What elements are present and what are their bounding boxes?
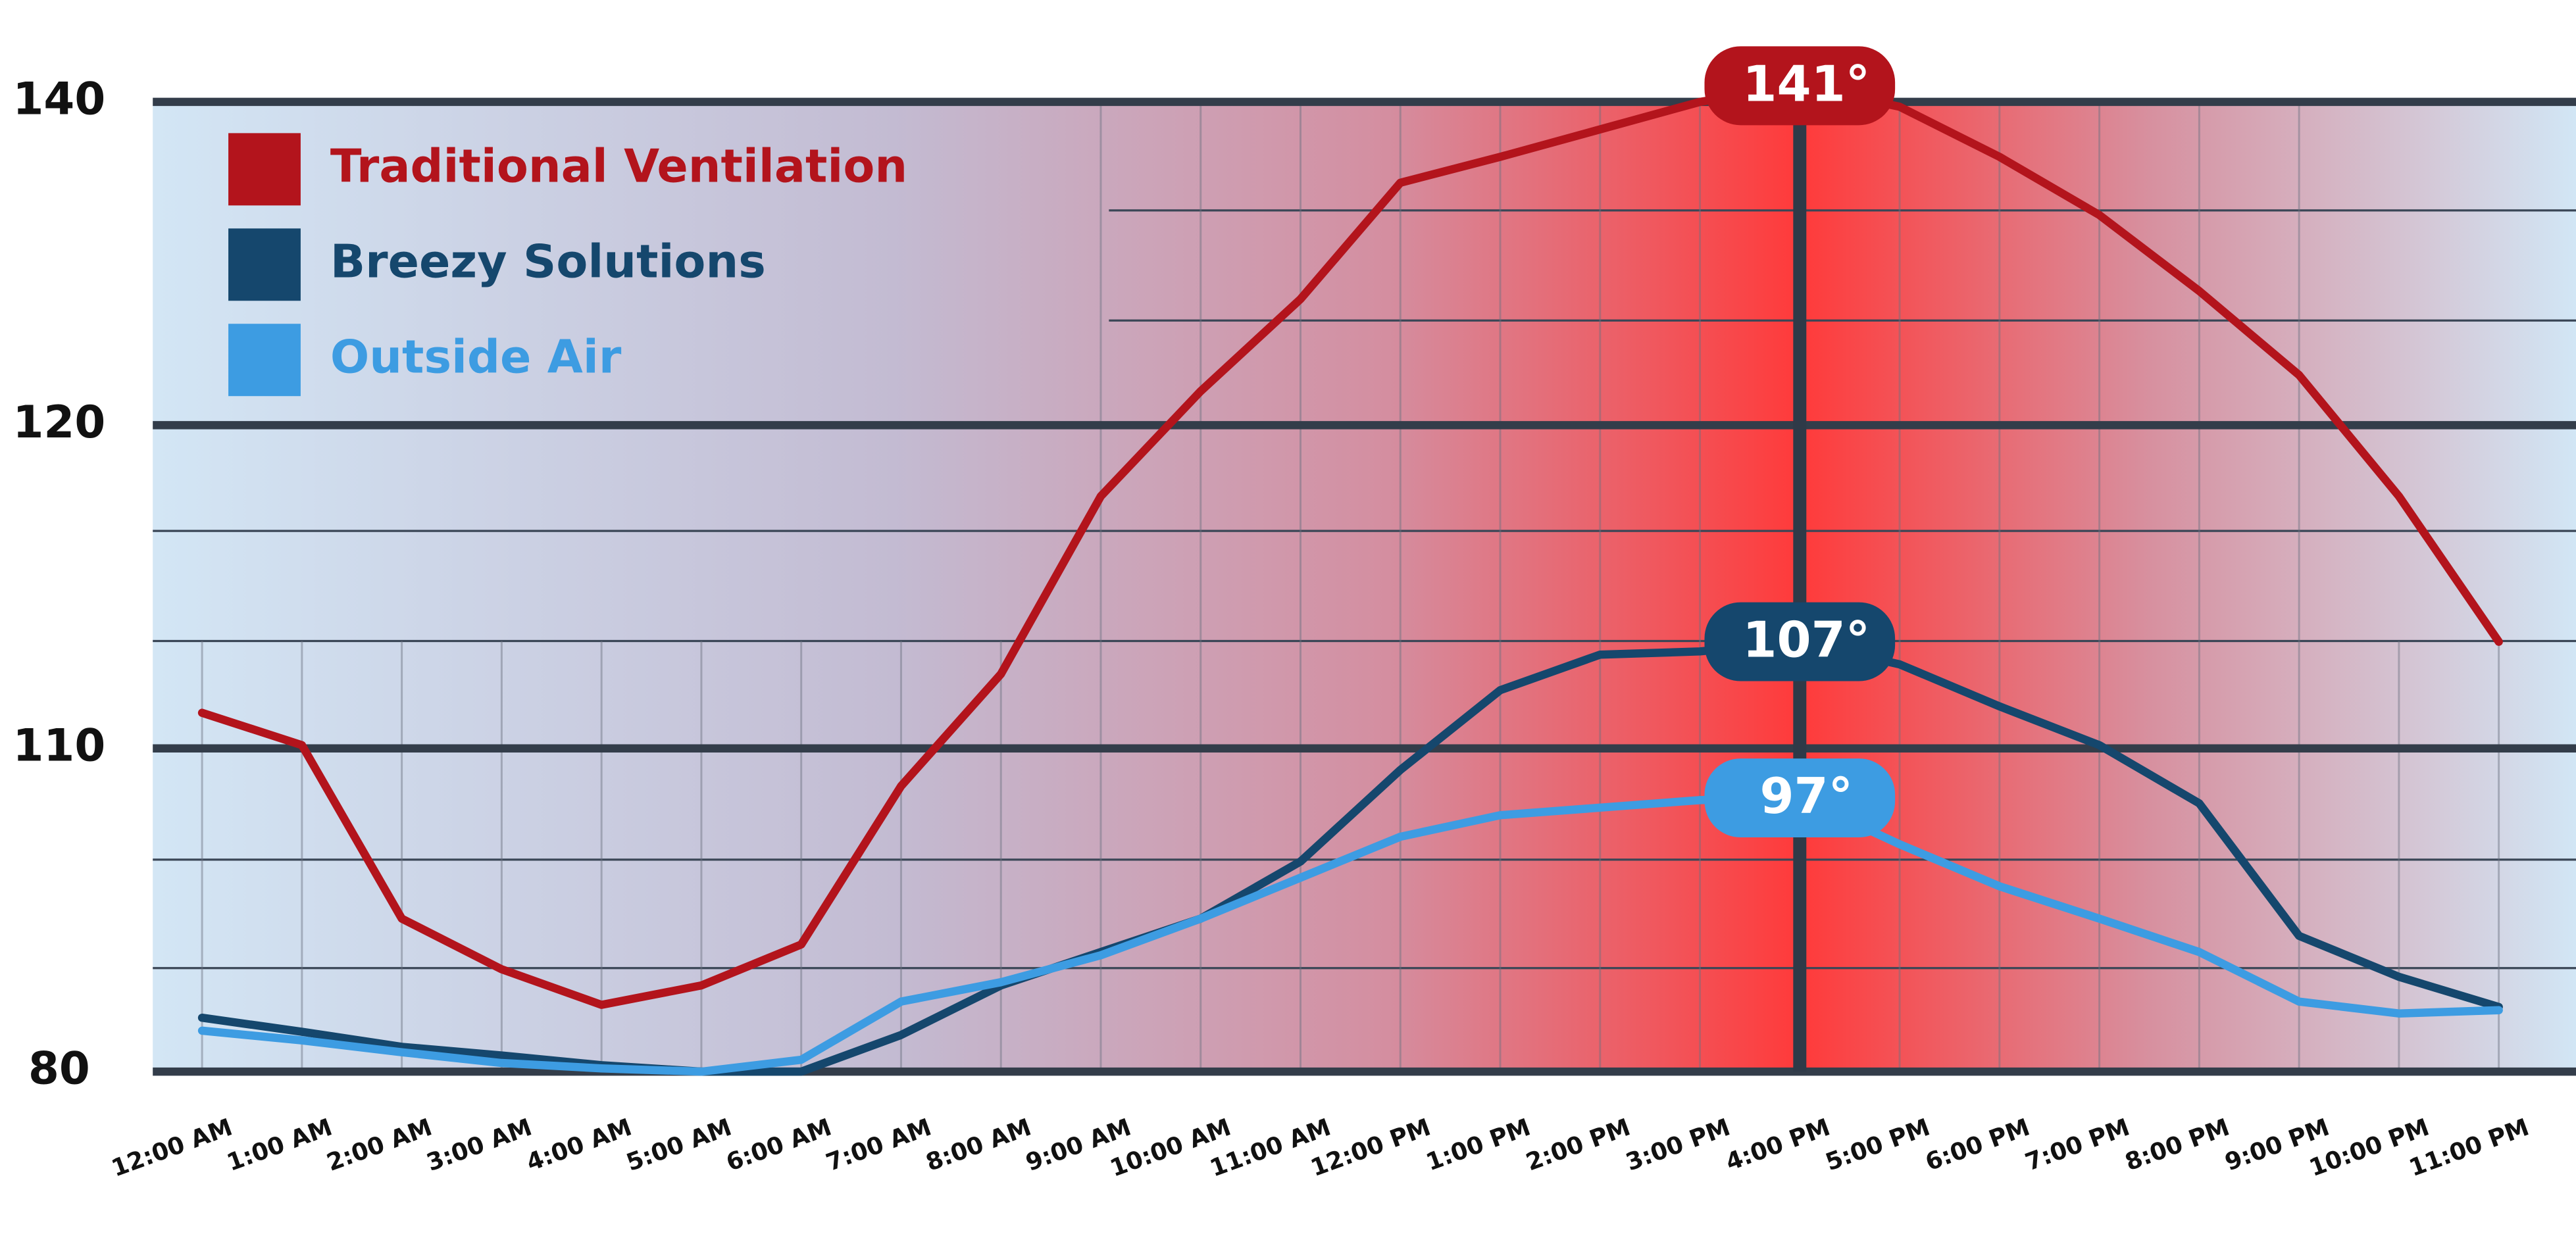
plot-background — [153, 101, 2576, 1072]
value-label-pill — [1704, 758, 1896, 838]
x-tick-label: 1:00 PM — [1423, 1113, 1534, 1177]
x-tick-label: 3:00 PM — [1622, 1113, 1734, 1177]
legend-label: Breezy Solutions — [330, 235, 766, 288]
series-line — [197, 793, 2503, 1076]
x-tick-label: 5:00 AM — [622, 1113, 735, 1177]
x-tick-label: 6:00 AM — [722, 1113, 835, 1177]
legend-swatch — [228, 133, 301, 206]
y-tick-label: 110 — [13, 719, 106, 771]
x-tick-label: 7:00 AM — [822, 1113, 935, 1177]
x-tick-label: 2:00 AM — [323, 1113, 436, 1177]
y-tick-label: 80 — [28, 1043, 90, 1095]
value-label: 107° — [1742, 611, 1870, 669]
vertical-guides — [201, 101, 2500, 1072]
legend-label: Traditional Ventilation — [330, 139, 907, 193]
x-tick-label: 8:00 AM — [922, 1113, 1034, 1177]
x-tick-label: 8:00 PM — [2121, 1113, 2233, 1177]
value-label: 97° — [1759, 767, 1853, 825]
x-tick-label: 6:00 PM — [1921, 1113, 2033, 1177]
x-tick-label: 1:00 AM — [223, 1113, 336, 1177]
value-label-pill — [1704, 46, 1896, 126]
legend-swatch — [228, 228, 301, 301]
y-tick-label: 120 — [13, 396, 106, 448]
value-label: 141° — [1742, 55, 1870, 112]
minor-grid — [153, 209, 2576, 970]
x-tick-label: 5:00 PM — [1822, 1113, 1934, 1177]
x-tick-label: 3:00 AM — [423, 1113, 536, 1177]
x-tick-label: 7:00 PM — [2021, 1113, 2133, 1177]
y-tick-label: 140 — [13, 72, 106, 124]
x-tick-label: 12:00 AM — [108, 1113, 236, 1183]
x-tick-label: 4:00 PM — [1722, 1113, 1834, 1177]
x-tick-label: 4:00 AM — [522, 1113, 635, 1177]
x-tick-label: 2:00 PM — [1522, 1113, 1634, 1177]
legend-label: Outside Air — [330, 330, 622, 383]
legend-swatch — [228, 324, 301, 397]
series-line — [197, 82, 2503, 1009]
value-label-pill — [1704, 602, 1896, 681]
